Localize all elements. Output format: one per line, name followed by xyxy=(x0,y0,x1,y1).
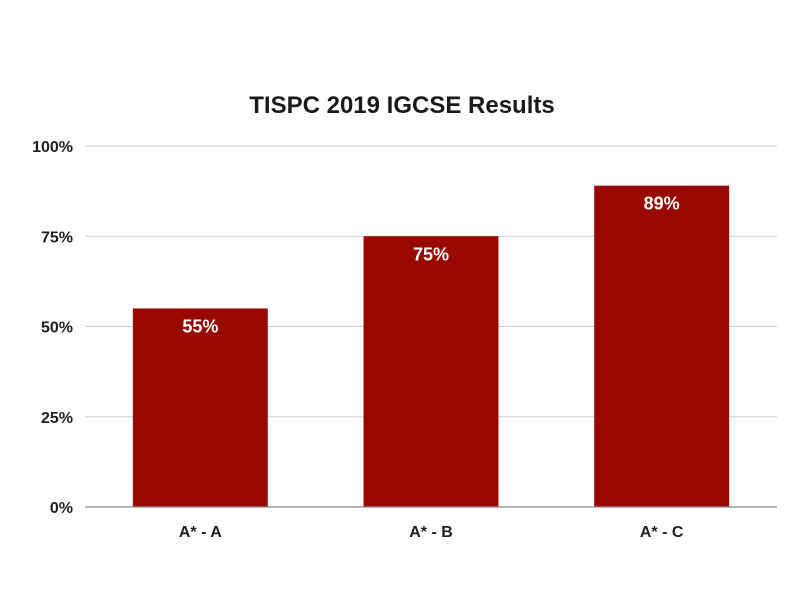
x-category-label: A* - A xyxy=(179,524,222,541)
data-label: 75% xyxy=(413,244,449,264)
chart-title: TISPC 2019 IGCSE Results xyxy=(249,92,554,119)
x-category-label: A* - B xyxy=(409,524,453,541)
y-tick-label: 50% xyxy=(41,320,73,337)
y-axis-ticks: 0% 25% 50% 75% 100% xyxy=(32,139,73,517)
x-axis-categories: A* - A A* - B A* - C xyxy=(179,524,684,541)
y-tick-label: 100% xyxy=(32,139,73,156)
y-tick-label: 0% xyxy=(50,500,73,517)
data-label: 55% xyxy=(182,316,218,336)
x-category-label: A* - C xyxy=(640,524,684,541)
bar xyxy=(363,236,499,507)
bar xyxy=(594,185,730,507)
data-labels: 55% 75% 89% xyxy=(182,194,679,337)
bars xyxy=(132,185,730,507)
bar xyxy=(132,308,268,507)
y-tick-label: 75% xyxy=(41,229,73,246)
y-tick-label: 25% xyxy=(41,410,73,427)
data-label: 89% xyxy=(644,194,680,214)
